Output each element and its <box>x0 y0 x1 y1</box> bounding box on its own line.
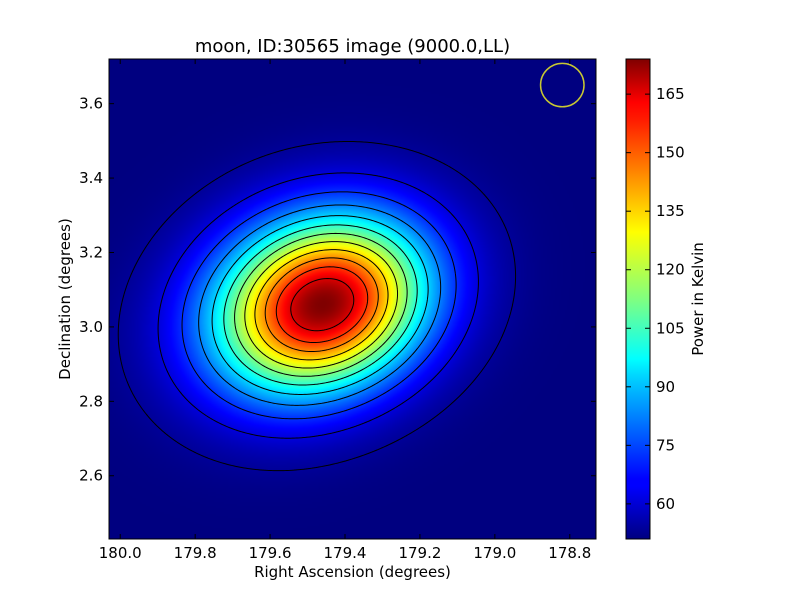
x-tick-label: 179.8 <box>174 544 217 562</box>
colorbar-tick-label: 165 <box>656 85 685 103</box>
y-tick-label: 3.4 <box>79 169 103 187</box>
contour-level-4 <box>211 215 429 395</box>
x-tick-label: 179.2 <box>398 544 441 562</box>
contour-level-5 <box>223 224 418 386</box>
y-axis: 2.6 2.8 3.0 3.2 3.4 3.6 <box>79 95 596 485</box>
contour-level-0 <box>117 140 517 472</box>
contour-level-11 <box>290 278 355 332</box>
y-tick-label: 2.8 <box>79 392 103 410</box>
colorbar-tick-label: 105 <box>656 319 685 337</box>
contour-level-7 <box>244 241 399 369</box>
chart-title: moon, ID:30565 image (9000.0,LL) <box>195 36 510 57</box>
colorbar-tick-label: 135 <box>656 202 685 220</box>
contour-level-1 <box>157 172 479 439</box>
contour-level-10 <box>275 266 369 344</box>
x-tick-label: 179.0 <box>473 544 516 562</box>
colorbar-tick-label: 120 <box>656 261 685 279</box>
contour-level-3 <box>198 204 442 406</box>
colorbar-tick-label: 75 <box>656 436 675 454</box>
contour-level-9 <box>264 257 379 353</box>
contour-level-2 <box>181 191 457 420</box>
heatmap-image <box>109 59 596 539</box>
colorbar-gradient <box>626 59 650 539</box>
heatmap-area <box>109 59 596 539</box>
y-tick-label: 3.6 <box>79 95 103 113</box>
beam-circle <box>539 62 585 108</box>
colorbar-axis: 60 75 90 105 120 135 150 165 <box>626 85 685 513</box>
colorbar-tick-label: 60 <box>656 495 675 513</box>
colorbar-tick-label: 150 <box>656 144 685 162</box>
y-tick-label: 3.0 <box>79 318 103 336</box>
x-tick-label: 178.8 <box>548 544 591 562</box>
contour-level-6 <box>234 232 408 377</box>
colorbar-frame <box>625 58 651 540</box>
x-tick-label: 179.4 <box>324 544 367 562</box>
y-tick-label: 2.6 <box>79 467 103 485</box>
x-tick-label: 179.6 <box>249 544 292 562</box>
x-axis: 180.0 179.8 179.6 179.4 179.2 179.0 178.8 <box>99 59 591 562</box>
colorbar: 60 75 90 105 120 135 150 165 <box>625 58 685 540</box>
contour-lines <box>117 140 517 472</box>
contour-level-8 <box>254 249 389 361</box>
plot-frame <box>108 58 597 540</box>
colorbar-tick-label: 90 <box>656 378 675 396</box>
x-tick-label: 180.0 <box>99 544 142 562</box>
x-axis-label: Right Ascension (degrees) <box>254 563 451 581</box>
colorbar-label: Power in Kelvin <box>689 242 707 356</box>
y-axis-label: Declination (degrees) <box>56 218 74 380</box>
y-tick-label: 3.2 <box>79 243 103 261</box>
